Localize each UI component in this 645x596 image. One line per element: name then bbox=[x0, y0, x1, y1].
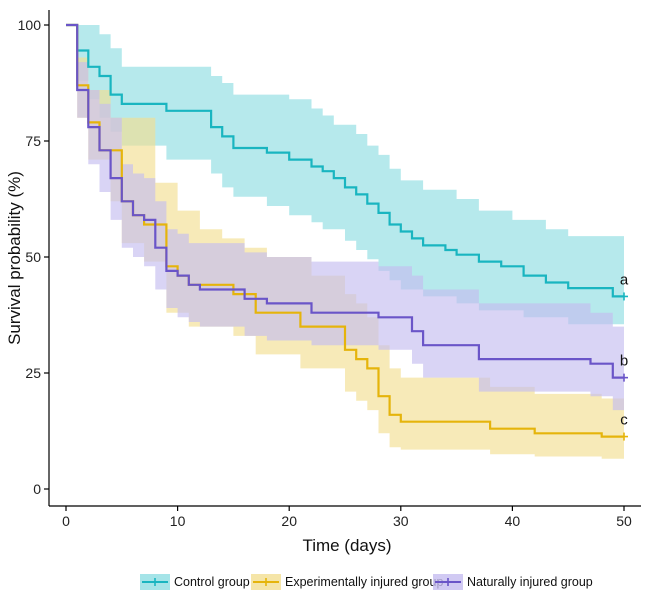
control-group-confidence-band bbox=[66, 25, 624, 325]
naturally-injured-group-annotation: b bbox=[620, 353, 628, 370]
x-tick-label: 50 bbox=[616, 513, 632, 529]
y-ticks: 0 25 50 75 100 bbox=[18, 17, 49, 497]
legend: Control group Experimentally injured grou… bbox=[140, 574, 593, 590]
naturally-injured-group-censor-mark bbox=[620, 373, 628, 382]
experimentally-injured-group-censor-mark bbox=[620, 432, 628, 441]
x-tick-label: 0 bbox=[62, 513, 70, 529]
legend-item-naturally-injured-group: Naturally injured group bbox=[433, 574, 593, 590]
naturally-injured-group-confidence-band bbox=[66, 25, 624, 411]
y-tick-label: 0 bbox=[33, 481, 41, 497]
control-group-censor-mark bbox=[620, 292, 628, 301]
legend-item-experimentally-injured-group: Experimentally injured group bbox=[251, 574, 443, 590]
confidence-bands bbox=[66, 25, 624, 459]
x-tick-label: 20 bbox=[281, 513, 297, 529]
survival-curves bbox=[66, 23, 624, 438]
curve-annotations: a c b bbox=[620, 271, 629, 428]
legend-label: Naturally injured group bbox=[467, 575, 593, 589]
y-tick-label: 75 bbox=[25, 133, 41, 149]
legend-label: Control group bbox=[174, 575, 250, 589]
censor-marks bbox=[620, 292, 628, 441]
control-group-annotation: a bbox=[620, 271, 629, 288]
x-tick-label: 30 bbox=[393, 513, 409, 529]
y-axis-title: Survival probability (%) bbox=[5, 171, 24, 345]
y-tick-label: 50 bbox=[25, 249, 41, 265]
experimentally-injured-group-curve bbox=[66, 23, 624, 438]
axes: 0 10 20 30 40 50 0 25 50 75 100 bbox=[18, 10, 641, 529]
x-tick-label: 40 bbox=[505, 513, 521, 529]
x-ticks: 0 10 20 30 40 50 bbox=[62, 506, 632, 529]
experimentally-injured-group-annotation: c bbox=[620, 412, 628, 429]
legend-label: Experimentally injured group bbox=[285, 575, 443, 589]
control-group-curve bbox=[66, 23, 624, 298]
naturally-injured-group-curve bbox=[66, 23, 624, 379]
x-axis-title: Time (days) bbox=[302, 536, 391, 555]
y-tick-label: 100 bbox=[18, 17, 42, 33]
legend-item-control-group: Control group bbox=[140, 574, 250, 590]
x-tick-label: 10 bbox=[170, 513, 186, 529]
y-tick-label: 25 bbox=[25, 365, 41, 381]
